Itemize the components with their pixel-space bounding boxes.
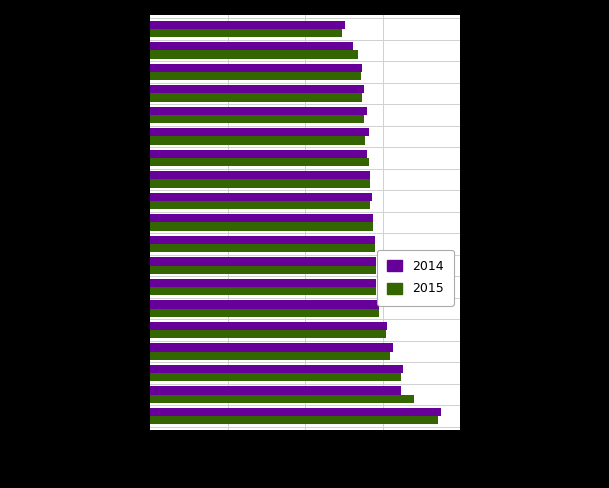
Bar xyxy=(150,223,373,231)
Bar xyxy=(150,265,376,274)
Bar xyxy=(150,64,362,72)
Bar xyxy=(150,72,361,80)
Bar xyxy=(150,365,403,373)
Bar xyxy=(150,308,379,317)
Bar xyxy=(150,107,367,115)
Bar xyxy=(150,344,393,351)
Bar xyxy=(150,94,362,102)
Bar xyxy=(150,201,370,209)
Bar xyxy=(150,42,353,50)
Bar xyxy=(150,257,376,265)
Bar xyxy=(150,128,368,137)
Bar xyxy=(150,244,375,252)
Bar xyxy=(150,351,390,360)
Bar xyxy=(150,287,376,295)
Bar xyxy=(150,85,364,94)
Legend: 2014, 2015: 2014, 2015 xyxy=(377,249,454,305)
Bar xyxy=(150,50,357,59)
Bar xyxy=(150,373,401,381)
Bar xyxy=(150,158,368,166)
Bar xyxy=(150,171,370,180)
Bar xyxy=(150,386,401,394)
Bar xyxy=(150,236,375,244)
Bar xyxy=(150,150,367,158)
Bar xyxy=(150,193,371,201)
Bar xyxy=(150,394,414,403)
Bar xyxy=(150,21,345,29)
Bar xyxy=(150,115,364,123)
Bar xyxy=(150,29,342,37)
Bar xyxy=(150,408,442,416)
Bar xyxy=(150,300,379,308)
Bar xyxy=(150,279,376,287)
Bar xyxy=(150,330,385,338)
Bar xyxy=(150,137,365,144)
Bar xyxy=(150,180,370,188)
Bar xyxy=(150,416,438,424)
Bar xyxy=(150,322,387,330)
Bar xyxy=(150,214,373,223)
